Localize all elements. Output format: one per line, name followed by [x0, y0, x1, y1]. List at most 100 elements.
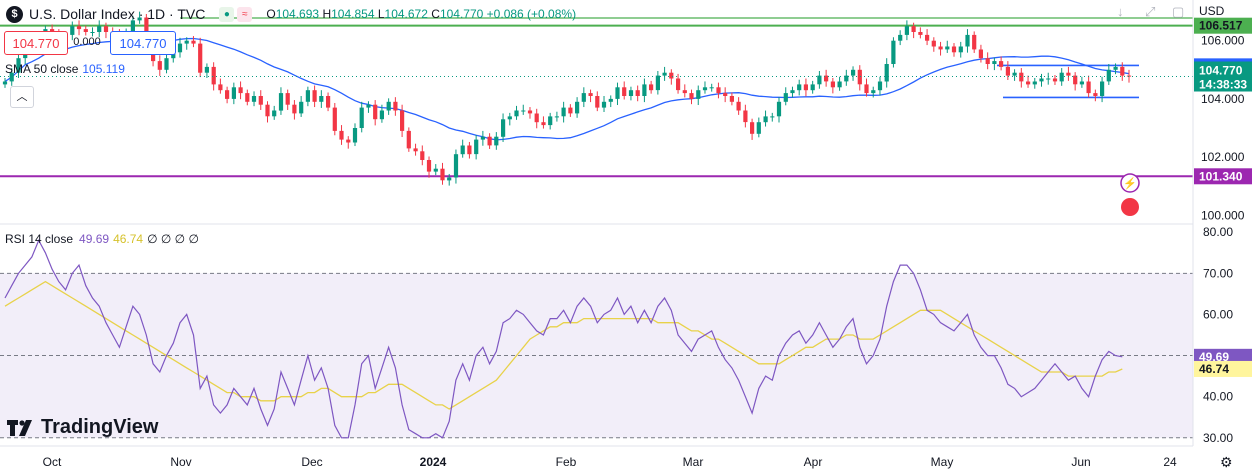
- candle-body: [992, 61, 997, 64]
- candle-body: [400, 110, 405, 131]
- candle-body: [925, 34, 930, 41]
- candle-body: [1073, 75, 1078, 85]
- candle-body: [480, 136, 485, 140]
- candle-body: [130, 20, 135, 32]
- rsi-value-tag[interactable]: [1194, 348, 1252, 365]
- level-tag-upper-text: 106.517: [1199, 19, 1243, 33]
- candle-body: [413, 148, 418, 152]
- candle-body: [467, 145, 472, 155]
- candle-body: [379, 110, 384, 120]
- candle-body: [406, 130, 411, 149]
- candle-body: [225, 90, 230, 99]
- candle-body: [1106, 69, 1111, 82]
- candle-body: [750, 122, 755, 134]
- candle-body: [211, 66, 216, 85]
- candle-body: [312, 90, 317, 102]
- candle-body: [1093, 93, 1098, 96]
- price-tick-label: 100.000: [1201, 208, 1245, 222]
- candle-body: [453, 154, 459, 178]
- currency-selector[interactable]: USD: [1199, 4, 1225, 18]
- candle-body: [460, 145, 465, 155]
- candle-body: [649, 84, 654, 91]
- collapse-legend-button[interactable]: ︿: [10, 86, 34, 108]
- screenshot-icon[interactable]: ▢: [1172, 4, 1185, 19]
- candle-body: [393, 101, 398, 111]
- fullscreen-icon[interactable]: ⤢: [1145, 4, 1156, 19]
- candle-body: [386, 101, 391, 111]
- sma-legend[interactable]: SMA 50 close 105.119: [5, 62, 125, 76]
- level-tag-upper[interactable]: [1194, 17, 1252, 34]
- candle-body: [420, 151, 425, 160]
- candle-body: [319, 96, 324, 102]
- candle-body: [682, 90, 687, 94]
- candle-body: [521, 110, 526, 112]
- candle-body: [938, 46, 943, 50]
- candle-body: [433, 168, 438, 172]
- symbol-title[interactable]: U.S. Dollar Index · 1D · TVC: [29, 6, 206, 22]
- rsi-line: [4, 239, 1123, 439]
- candle-body: [716, 87, 721, 94]
- candle-body: [978, 49, 983, 59]
- last-price-tag[interactable]: [1194, 61, 1252, 92]
- candle-body: [642, 84, 647, 96]
- candle-body: [824, 75, 829, 82]
- market-status[interactable]: ● ≈: [219, 6, 253, 22]
- sell-price-pill[interactable]: 104.770: [4, 31, 68, 55]
- settings-gear-icon[interactable]: ⚙: [1220, 454, 1233, 470]
- candle-body: [474, 139, 479, 155]
- rsi-tick-label: 40.00: [1203, 390, 1233, 404]
- us-flag-event-icon[interactable]: [1121, 198, 1139, 216]
- market-open-dot-icon[interactable]: ●: [219, 6, 235, 22]
- candle-body: [191, 40, 196, 44]
- candle-body: [951, 46, 957, 53]
- candle-body: [817, 75, 822, 85]
- candle-body: [548, 116, 553, 126]
- candle-body: [494, 136, 499, 146]
- candle-body: [90, 32, 95, 33]
- last-price-tag-text: 104.770: [1199, 64, 1243, 78]
- candle-body: [1026, 81, 1031, 85]
- candle-body: [595, 96, 600, 108]
- dividend-event-icon[interactable]: [1120, 173, 1140, 193]
- tradingview-logo[interactable]: TradingView: [7, 416, 158, 439]
- candle-body: [1039, 78, 1044, 82]
- time-tick-label: Dec: [301, 455, 322, 469]
- candle-body: [332, 107, 337, 131]
- candle-body: [1100, 81, 1105, 96]
- candle-body: [2, 81, 8, 85]
- level-tag-lower[interactable]: [1194, 168, 1252, 185]
- replay-icon[interactable]: ≈: [237, 6, 253, 22]
- rsi-pane: [0, 239, 1193, 439]
- candle-body: [810, 84, 815, 91]
- candle-body: [440, 168, 445, 181]
- candle-body: [709, 87, 714, 89]
- candle-body: [763, 116, 768, 123]
- rsi-ma-value-tag[interactable]: [1194, 360, 1252, 377]
- candle-body: [339, 130, 344, 140]
- candle-body: [1086, 81, 1091, 94]
- candle-body: [218, 84, 223, 91]
- candle-body: [931, 40, 936, 47]
- candle-body: [958, 46, 963, 53]
- rsi-legend[interactable]: RSI 14 close 49.69 46.74 ∅ ∅ ∅ ∅: [5, 232, 199, 246]
- candle-body: [864, 84, 869, 94]
- candle-body: [844, 75, 849, 82]
- rsi-tick-label: 30.00: [1203, 431, 1233, 445]
- candle-body: [837, 81, 842, 88]
- candle-body: [447, 177, 452, 181]
- candle-body: [507, 116, 512, 120]
- candle-body: [783, 93, 788, 102]
- candle-body: [373, 104, 378, 120]
- candle-body: [857, 69, 862, 85]
- candle-body: [568, 107, 573, 114]
- candle-body: [877, 81, 883, 91]
- candle-body: [534, 113, 539, 123]
- arrow-down-icon[interactable]: ↓: [1117, 4, 1124, 19]
- buy-price-pill[interactable]: 104.770: [110, 31, 176, 55]
- candle-body: [891, 40, 896, 64]
- candle-body: [999, 61, 1004, 67]
- price-tick-label: 106.000: [1201, 34, 1245, 48]
- countdown-label: 14:38:33: [1199, 78, 1247, 92]
- candle-body: [1052, 78, 1058, 82]
